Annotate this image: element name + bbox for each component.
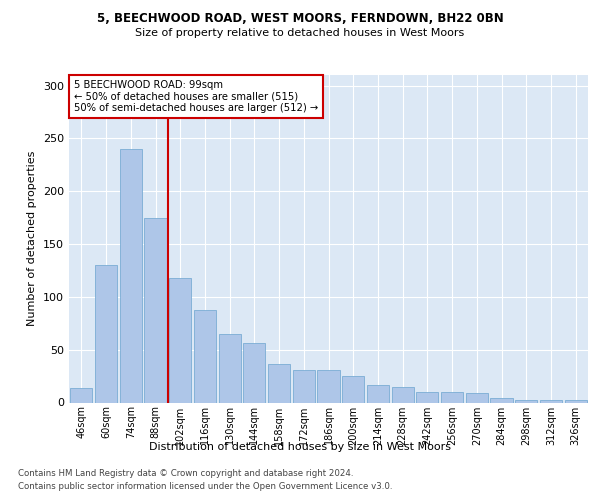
- Bar: [119, 149, 142, 403]
- Bar: [194, 310, 216, 402]
- Bar: [317, 370, 340, 402]
- Bar: [218, 334, 241, 402]
- Text: Distribution of detached houses by size in West Moors: Distribution of detached houses by size …: [149, 442, 451, 452]
- Bar: [490, 398, 512, 402]
- Text: Contains public sector information licensed under the Open Government Licence v3: Contains public sector information licen…: [18, 482, 392, 491]
- Bar: [466, 393, 488, 402]
- Text: Contains HM Land Registry data © Crown copyright and database right 2024.: Contains HM Land Registry data © Crown c…: [18, 469, 353, 478]
- Text: 5 BEECHWOOD ROAD: 99sqm
← 50% of detached houses are smaller (515)
50% of semi-d: 5 BEECHWOOD ROAD: 99sqm ← 50% of detache…: [74, 80, 319, 113]
- Bar: [441, 392, 463, 402]
- Bar: [243, 344, 265, 402]
- Y-axis label: Number of detached properties: Number of detached properties: [28, 151, 37, 326]
- Text: 5, BEECHWOOD ROAD, WEST MOORS, FERNDOWN, BH22 0BN: 5, BEECHWOOD ROAD, WEST MOORS, FERNDOWN,…: [97, 12, 503, 26]
- Bar: [367, 384, 389, 402]
- Bar: [169, 278, 191, 402]
- Bar: [540, 400, 562, 402]
- Bar: [293, 370, 315, 402]
- Bar: [145, 218, 167, 402]
- Text: Size of property relative to detached houses in West Moors: Size of property relative to detached ho…: [136, 28, 464, 38]
- Bar: [342, 376, 364, 402]
- Bar: [95, 265, 117, 402]
- Bar: [515, 400, 538, 402]
- Bar: [416, 392, 439, 402]
- Bar: [70, 388, 92, 402]
- Bar: [392, 386, 414, 402]
- Bar: [268, 364, 290, 403]
- Bar: [565, 400, 587, 402]
